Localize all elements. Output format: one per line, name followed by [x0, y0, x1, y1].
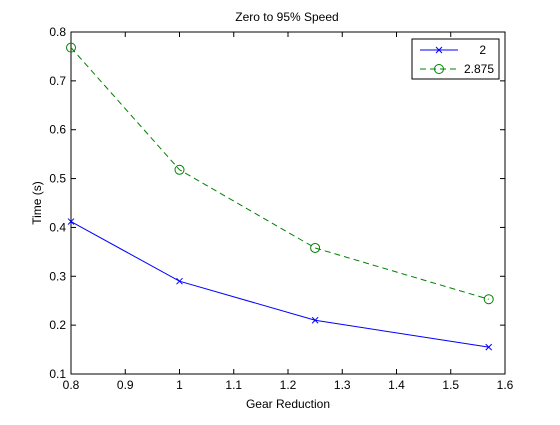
y-axis: 0.1 0.2 0.3 0.4 0.5 0.6 0.7 0.8: [49, 25, 505, 381]
data-point: [67, 218, 75, 225]
y-tick-label: 0.2: [49, 318, 66, 332]
y-tick-label: 0.1: [49, 367, 66, 381]
y-tick-label: 0.5: [49, 172, 66, 186]
y-tick-label: 0.4: [49, 220, 66, 234]
x-marker-stroke: [485, 343, 493, 351]
data-point: [483, 294, 494, 305]
x-tick-label: 1: [176, 378, 183, 392]
legend-label: 2.875: [464, 62, 494, 76]
x-marker-stroke: [311, 316, 319, 324]
x-marker-stroke: [67, 218, 75, 225]
x-tick-label: 1.5: [442, 378, 459, 392]
plot-area: [70, 31, 506, 375]
legend-label: 2: [479, 43, 486, 57]
data-point: [176, 277, 183, 285]
x-axis: 0.8 0.9 1 1.1 1.2 1.3 1.4 1.5 1.6: [63, 32, 514, 392]
legend-marker: [435, 46, 443, 54]
x-tick-label: 0.8: [63, 378, 80, 392]
x-tick-label: 1.6: [497, 378, 514, 392]
legend-marker: [434, 64, 444, 74]
x-tick-label: 1.3: [334, 378, 351, 392]
series-line: [70, 221, 489, 348]
x-tick-label: 0.9: [117, 378, 134, 392]
data-point: [174, 164, 185, 175]
x-tick-label: 1.4: [388, 378, 405, 392]
y-tick-label: 0.7: [49, 74, 66, 88]
y-tick-label: 0.6: [49, 123, 66, 137]
y-axis-label: Time (s): [30, 181, 44, 225]
x-marker-stroke: [176, 277, 183, 285]
y-tick-label: 0.3: [49, 269, 66, 283]
x-axis-label: Gear Reduction: [246, 397, 330, 411]
legend: 2 2.875: [411, 38, 500, 80]
x-tick-label: 1.2: [280, 378, 297, 392]
series-1: [67, 218, 493, 351]
data-point: [310, 242, 321, 253]
series-layer: [66, 42, 494, 351]
x-marker-stroke: [435, 46, 443, 54]
series-2: [66, 42, 494, 305]
y-tick-label: 0.8: [49, 25, 66, 39]
legend-box: [411, 38, 500, 80]
chart-title: Zero to 95% Speed: [235, 10, 338, 24]
series-line: [70, 47, 489, 300]
data-point: [485, 343, 493, 351]
data-point: [66, 42, 76, 53]
x-tick-label: 1.1: [225, 378, 242, 392]
data-point: [311, 316, 319, 324]
